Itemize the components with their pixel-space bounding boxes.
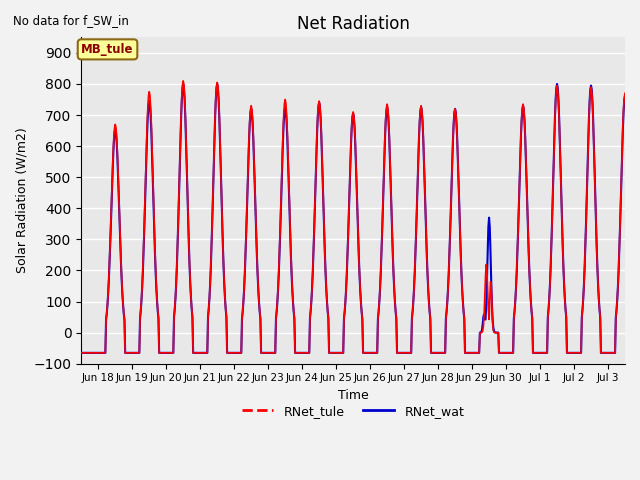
Text: MB_tule: MB_tule: [81, 43, 134, 56]
Y-axis label: Solar Radiation (W/m2): Solar Radiation (W/m2): [15, 128, 28, 274]
Text: No data for f_SW_in: No data for f_SW_in: [13, 14, 129, 27]
Legend: RNet_tule, RNet_wat: RNet_tule, RNet_wat: [237, 400, 469, 423]
Title: Net Radiation: Net Radiation: [297, 15, 410, 33]
X-axis label: Time: Time: [338, 389, 369, 402]
